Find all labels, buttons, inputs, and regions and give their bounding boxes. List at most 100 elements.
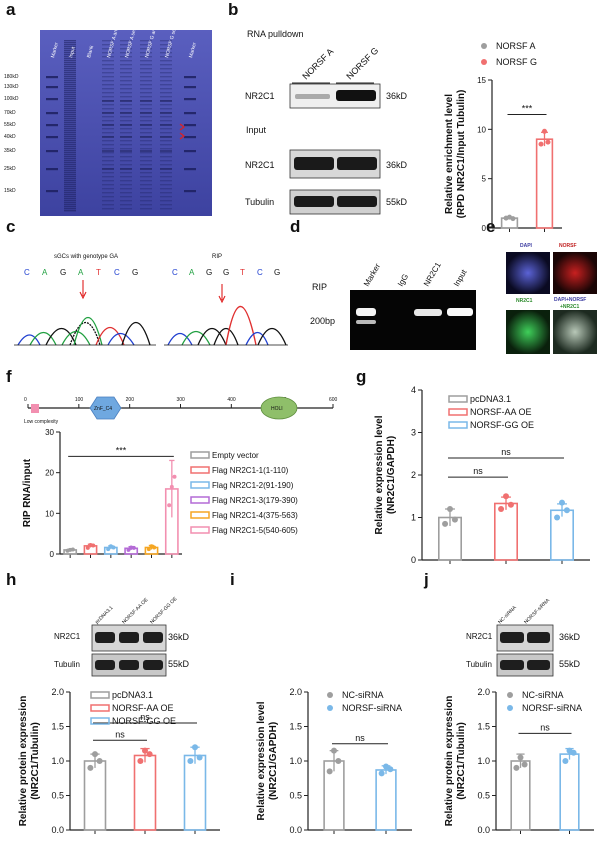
domain-tick-label: 600 bbox=[329, 397, 338, 403]
chrom-right-title: RIP bbox=[212, 254, 222, 260]
y-tick-label: 0 bbox=[50, 550, 55, 559]
blot-b-lane-2: NORSF G bbox=[344, 45, 380, 81]
legend-label: pcDNA3.1 bbox=[470, 394, 511, 404]
y-tick-label: 2.0 bbox=[477, 687, 490, 697]
if-e: DAPI NORSF NR2C1 DAPI+NORSF +NR2C1 bbox=[506, 243, 597, 354]
legend-swatch bbox=[190, 466, 210, 474]
data-point bbox=[510, 216, 516, 222]
significance-label: ns bbox=[473, 466, 483, 476]
domain-low-complexity-box bbox=[31, 404, 39, 413]
if-label-dapi: DAPI bbox=[520, 243, 533, 249]
y-tick-label: 1.5 bbox=[477, 722, 490, 732]
y-axis-label: (NR2C1/GAPDH) bbox=[386, 436, 397, 514]
legend-swatch bbox=[190, 451, 210, 459]
bar bbox=[510, 760, 531, 831]
data-point bbox=[152, 545, 157, 550]
legend-label: NC-siRNA bbox=[522, 690, 564, 700]
blot-h-row-label-1: NR2C1 bbox=[54, 632, 81, 641]
chrom-traces bbox=[14, 306, 288, 346]
y-tick-label: 30 bbox=[45, 428, 54, 437]
data-point bbox=[70, 547, 75, 552]
blot-j-row-size-1: 36kD bbox=[559, 632, 581, 642]
data-point bbox=[91, 543, 96, 548]
legend-swatch bbox=[190, 496, 210, 504]
gel-a: Marker Input Blank NORSF A antisense NORSF A… bbox=[4, 13, 212, 216]
gel-a-lane-label: Marker bbox=[188, 42, 198, 59]
y-axis-label: (NR2C1/Tubulin) bbox=[30, 722, 41, 800]
panel-label-h: h bbox=[6, 570, 16, 589]
legend-label: NORSF-GG OE bbox=[112, 716, 176, 726]
data-point bbox=[542, 128, 547, 134]
y-tick-label: 3 bbox=[411, 428, 416, 438]
legend-label: Flag NR2C1-4(375-563) bbox=[212, 511, 298, 520]
bar bbox=[535, 138, 554, 229]
data-point bbox=[507, 501, 514, 508]
gel-a-lane-label: Marker bbox=[50, 42, 60, 59]
y-tick-label: 4 bbox=[411, 385, 416, 395]
legend-label: NORSF-siRNA bbox=[342, 703, 402, 713]
data-point bbox=[146, 751, 153, 758]
blot-h-row-label-2: Tubulin bbox=[54, 660, 80, 669]
if-image-norsf bbox=[553, 252, 597, 294]
blot-j-row-size-2: 55kD bbox=[559, 659, 581, 669]
significance-label: *** bbox=[116, 445, 127, 455]
blot-h-row-size-2: 55kD bbox=[168, 659, 190, 669]
legend-label: Flag NR2C1-1(1-110) bbox=[212, 466, 289, 475]
domain-znf bbox=[89, 396, 122, 420]
chrom-right-base: C bbox=[257, 268, 263, 277]
y-tick-label: 1.0 bbox=[477, 756, 490, 766]
data-point bbox=[442, 520, 449, 527]
chrom-left-arrow-icon bbox=[79, 280, 87, 300]
blot-b-lane-1: NORSF A bbox=[300, 46, 335, 81]
data-point bbox=[131, 545, 136, 550]
chart-h: 0.0 0.5 1.0 1.5 2.0 Relative protein expressi… bbox=[18, 687, 220, 835]
chart-b: 0 5 10 15 Relative enrichment level (RPD NR2C… bbox=[444, 41, 562, 233]
data-point bbox=[498, 506, 505, 512]
data-point bbox=[187, 758, 194, 764]
chrom-left-base: G bbox=[132, 268, 138, 277]
y-tick-label: 1.5 bbox=[51, 722, 64, 732]
gel-d-lane-2: IgG bbox=[396, 272, 410, 288]
data-point bbox=[538, 141, 544, 147]
blot-b-row-size-3: 55kD bbox=[386, 197, 408, 207]
legend-label: Flag NR2C1-2(91-190) bbox=[212, 481, 294, 490]
chrom-left-base: T bbox=[96, 268, 101, 277]
domain-low-complexity: Low complexity bbox=[24, 419, 59, 425]
y-tick-label: 10 bbox=[477, 125, 486, 134]
legend-swatch bbox=[448, 395, 468, 403]
chrom-right-base: A bbox=[189, 268, 195, 277]
y-axis-label: RIP RNA/input bbox=[22, 458, 33, 527]
bar bbox=[493, 502, 518, 561]
legend-swatch bbox=[448, 408, 468, 416]
gel-a-marker-label: 70kD bbox=[4, 110, 16, 116]
y-tick-label: 0 bbox=[482, 224, 487, 233]
gel-d-size: 200bp bbox=[310, 316, 335, 326]
gel-a-lane-label: Blank bbox=[86, 44, 95, 58]
data-point bbox=[92, 751, 98, 758]
y-tick-label: 20 bbox=[45, 469, 54, 478]
blot-h-lane-3: NORSF-GG OE bbox=[149, 596, 179, 626]
y-axis-label: Relative expression level bbox=[256, 701, 267, 820]
legend-swatch bbox=[190, 481, 210, 489]
legend-label: Flag NR2C1-5(540-605) bbox=[212, 526, 298, 535]
if-image-dapi bbox=[506, 252, 550, 294]
y-tick-label: 1.0 bbox=[289, 756, 302, 766]
significance-label: ns bbox=[355, 733, 365, 743]
legend-swatch bbox=[327, 692, 333, 698]
data-point bbox=[513, 764, 520, 771]
y-axis-label: (NR2C1/GAPDH) bbox=[268, 722, 279, 800]
blot-h-row-size-1: 36kD bbox=[168, 632, 190, 642]
gel-a-marker-label: 15kD bbox=[4, 188, 16, 194]
chrom-left-base: C bbox=[114, 268, 120, 277]
legend-swatch bbox=[90, 691, 110, 699]
blot-b-row-label-2: NR2C1 bbox=[245, 160, 275, 170]
gel-d-lane-3: NR2C1 bbox=[422, 260, 443, 288]
blot-j-lane-1: NC-siRNA bbox=[497, 604, 518, 625]
gel-a-marker-label: 180kD bbox=[4, 74, 19, 80]
chrom-left-base: G bbox=[60, 268, 66, 277]
legend-label: Flag NR2C1-3(179-390) bbox=[212, 496, 298, 505]
legend-label: NORSF A bbox=[496, 41, 536, 51]
legend-label: NORSF-GG OE bbox=[470, 420, 534, 430]
data-point bbox=[106, 547, 111, 552]
gel-a-lanes bbox=[46, 40, 196, 212]
